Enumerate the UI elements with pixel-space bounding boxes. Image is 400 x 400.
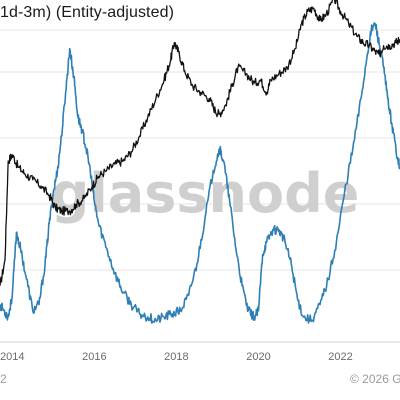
x-tick-label: 2022 [328,351,352,363]
x-tick-label: 2018 [164,351,188,363]
grid-lines [0,29,400,343]
x-tick-label: 2014 [0,351,24,363]
x-tick-label: 2020 [246,351,270,363]
chart-title: 1d-3m) (Entity-adjusted) [0,4,175,21]
copyright-text: © 2026 G [350,372,400,386]
metric-series-line [0,22,400,324]
x-tick-label: 2016 [82,351,106,363]
footer-left-text: 2 [0,372,7,386]
price-series-line [0,0,400,286]
x-axis-ticks: 2014 2016 2018 2020 2022 [0,351,353,363]
